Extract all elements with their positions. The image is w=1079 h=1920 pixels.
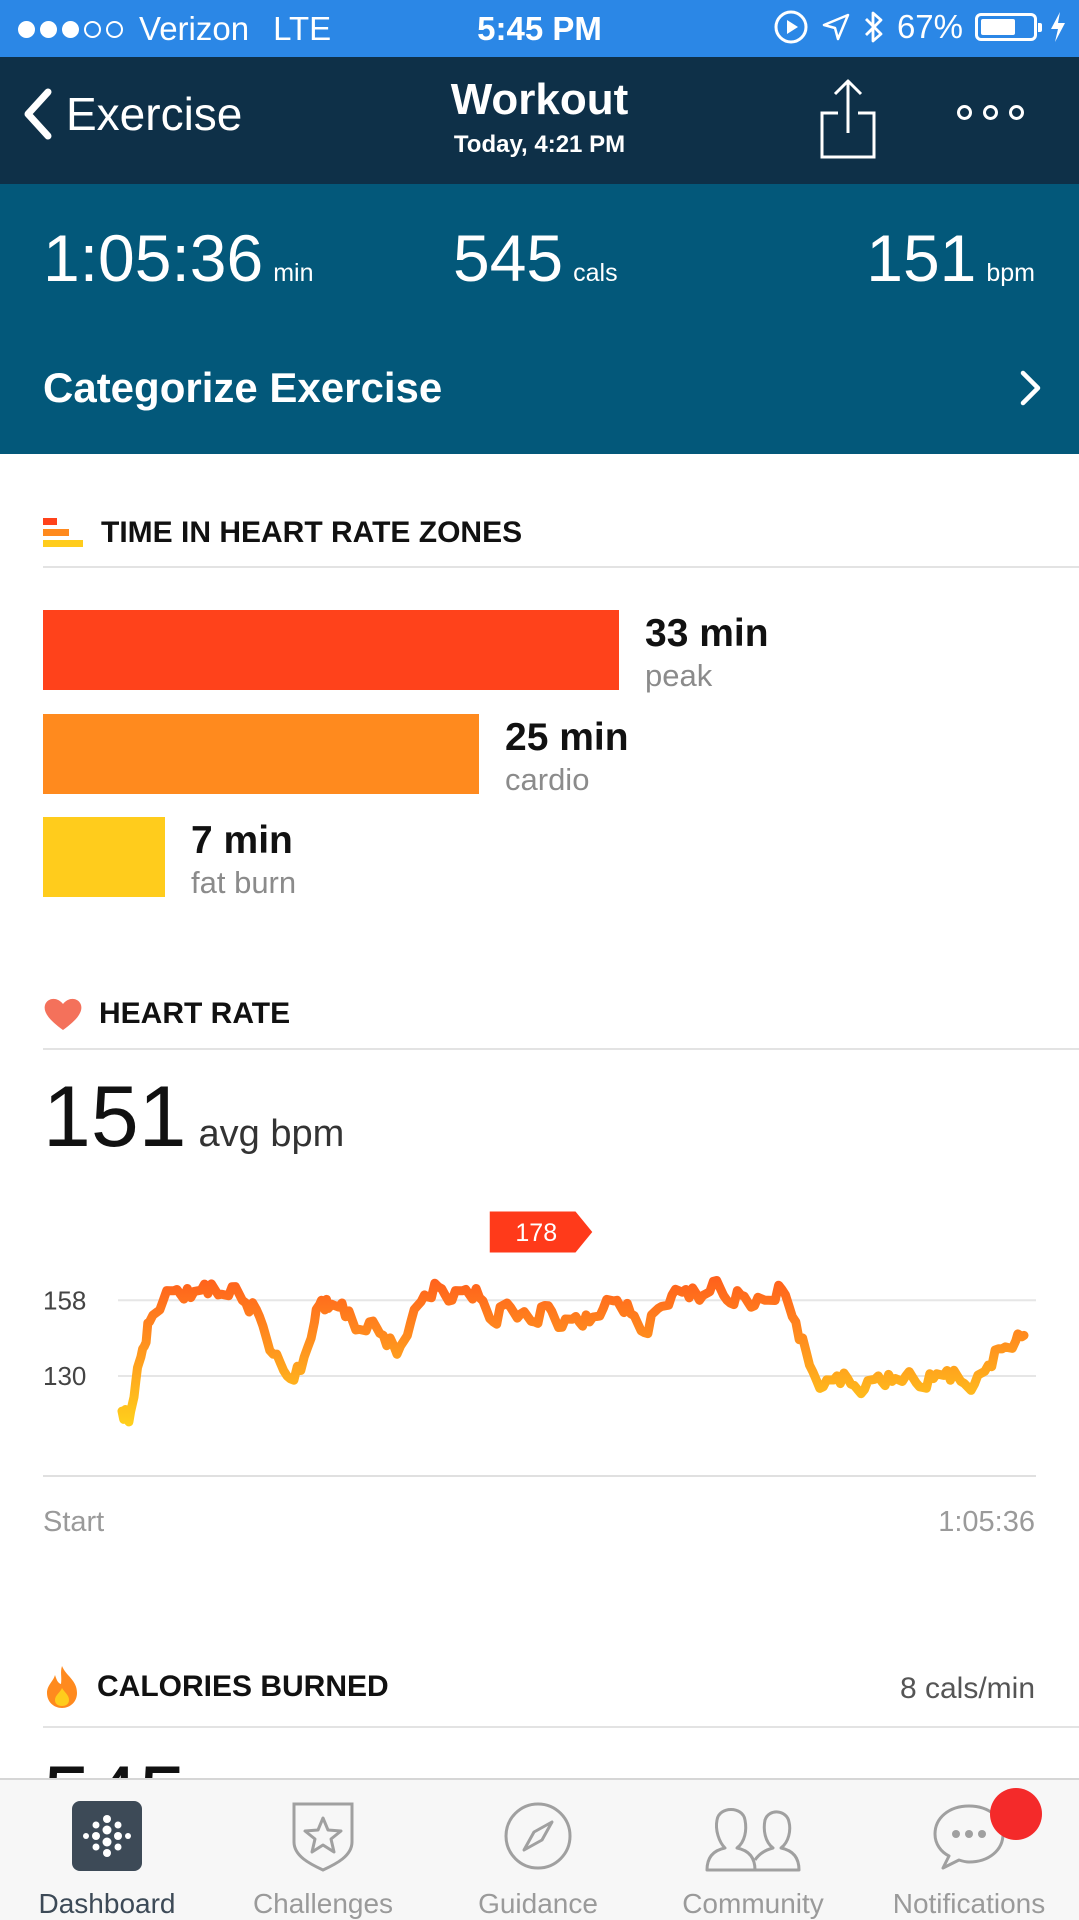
zone-fat-burn: 7 min fat burn	[43, 817, 296, 901]
chevron-right-icon	[1020, 370, 1041, 406]
tab-label: Community	[682, 1888, 824, 1919]
tab-guidance[interactable]: Guidance	[438, 1798, 638, 1920]
divider	[43, 1726, 1079, 1728]
y-tick-label: 158	[43, 1285, 86, 1315]
tab-label: Notifications	[892, 1888, 1046, 1919]
location-arrow-icon	[822, 13, 850, 41]
notification-badge	[990, 1788, 1042, 1840]
page-title-text: Workout	[450, 75, 629, 124]
categorize-exercise-button[interactable]: Categorize Exercise	[43, 364, 1043, 412]
more-dot	[957, 105, 972, 120]
categorize-label: Categorize Exercise	[43, 364, 443, 411]
calories-rate: 8 cals/min	[899, 1672, 1035, 1705]
back-button[interactable]: Exercise	[22, 87, 242, 141]
divider	[43, 1048, 1079, 1050]
share-icon	[820, 79, 876, 159]
flame-icon	[47, 1666, 77, 1708]
network-type: LTE	[273, 10, 332, 47]
duration-unit: min	[273, 259, 314, 287]
dashboard-icon	[72, 1801, 142, 1871]
back-button-label: Exercise	[66, 88, 243, 140]
calories-value: 545	[453, 221, 564, 295]
avg-heart-rate: 151 avg bpm	[43, 1068, 344, 1167]
battery-icon	[975, 13, 1042, 41]
zone-value: 7 min	[191, 819, 293, 862]
zone-cardio: 25 min cardio	[43, 714, 629, 798]
zone-bar-peak	[43, 610, 619, 690]
bpm-unit: bpm	[986, 259, 1035, 287]
y-tick-label: 130	[43, 1361, 86, 1391]
peak-label: 178	[515, 1219, 557, 1247]
zone-peak: 33 min peak	[43, 610, 769, 694]
challenges-star-icon	[292, 1802, 354, 1872]
zone-value: 33 min	[645, 612, 769, 655]
signal-strength-icon	[18, 20, 123, 38]
zones-header: TIME IN HEART RATE ZONES	[43, 516, 1079, 550]
duration-stat: 1:05:36 min	[43, 220, 314, 296]
status-bar: Verizon LTE 5:45 PM 67%	[0, 0, 1079, 57]
zone-bar-fat-burn	[43, 817, 165, 897]
chevron-left-icon	[24, 88, 52, 140]
calories-header: CALORIES BURNED	[43, 1664, 1079, 1710]
heart-rate-header: HEART RATE	[43, 996, 1079, 1032]
heart-rate-chart: 130 158 178	[43, 1208, 1036, 1477]
zones-bars-icon	[43, 518, 83, 547]
heart-rate-title: HEART RATE	[99, 997, 291, 1030]
community-people-icon	[705, 1808, 801, 1872]
tab-label: Guidance	[478, 1888, 598, 1919]
heart-rate-line	[117, 1276, 1029, 1427]
zone-name: fat burn	[191, 865, 297, 900]
zone-name: cardio	[505, 762, 590, 797]
charging-bolt-icon	[1051, 12, 1065, 42]
battery-percent: 67%	[896, 8, 963, 45]
bpm-value: 151	[866, 221, 977, 295]
bluetooth-icon	[864, 11, 883, 43]
more-dot	[983, 105, 998, 120]
heart-icon	[44, 998, 82, 1030]
tab-bar: Dashboard Challenges Guidance Community	[0, 1778, 1079, 1920]
compass-icon	[504, 1802, 572, 1870]
duration-value: 1:05:36	[43, 221, 264, 295]
peak-tag	[486, 1208, 597, 1256]
peak-marker: 178	[486, 1208, 597, 1256]
calories-unit: cals	[573, 259, 618, 287]
tab-label: Dashboard	[38, 1888, 176, 1919]
more-dot	[1009, 105, 1024, 120]
zone-name: peak	[645, 658, 713, 693]
calories-stat: 545 cals	[453, 220, 618, 296]
zone-value: 25 min	[505, 716, 629, 759]
screen-record-icon	[774, 10, 808, 44]
zone-bar-cardio	[43, 714, 479, 794]
tab-community[interactable]: Community	[653, 1798, 853, 1920]
calories-title: CALORIES BURNED	[97, 1670, 389, 1703]
page-title: Workout Today, 4:21 PM	[0, 75, 1079, 159]
avg-bpm-unit: avg bpm	[198, 1113, 345, 1155]
status-time: 5:45 PM	[477, 10, 602, 47]
bpm-stat: 151 bpm	[866, 220, 1035, 296]
share-button[interactable]	[818, 77, 878, 161]
workout-summary: 1:05:36 min 545 cals 151 bpm Categorize …	[0, 184, 1079, 454]
zones-title: TIME IN HEART RATE ZONES	[101, 516, 523, 549]
nav-bar: Exercise Workout Today, 4:21 PM	[0, 57, 1079, 184]
chart-start-label: Start	[43, 1506, 105, 1538]
chart-end-label: 1:05:36	[938, 1506, 1035, 1538]
page-subtitle: Today, 4:21 PM	[453, 131, 626, 158]
tab-label: Challenges	[252, 1888, 394, 1919]
avg-bpm-value: 151	[43, 1069, 187, 1165]
carrier-name: Verizon	[139, 10, 250, 47]
tab-challenges[interactable]: Challenges	[223, 1798, 423, 1920]
divider	[43, 566, 1079, 568]
more-options-button[interactable]	[957, 105, 1024, 120]
tab-dashboard[interactable]: Dashboard	[7, 1798, 207, 1920]
